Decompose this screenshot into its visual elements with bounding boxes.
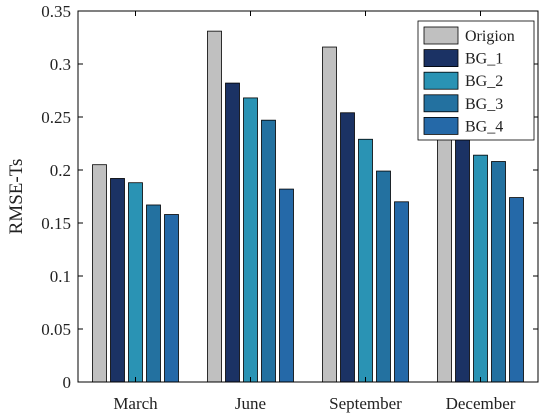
bar-bg-2-june (243, 97, 258, 383)
legend-label-bg-2: BG_2 (465, 73, 503, 90)
legend-swatch-bg-1 (423, 49, 459, 67)
bar-bg-1-june (225, 82, 240, 383)
bar-bg-1-december (455, 132, 470, 383)
legend-swatch-bg-3 (423, 94, 459, 113)
y-axis-title: RMSE-Ts (6, 159, 27, 235)
y-tick-label: 0.2 (50, 161, 71, 180)
bar-bg-2-march (128, 182, 143, 383)
bars-layer (92, 30, 524, 383)
legend-label-bg-4: BG_4 (465, 118, 503, 135)
y-tick-label: 0.15 (41, 214, 71, 233)
x-tick-label: March (113, 394, 158, 413)
bar-bg-4-december (509, 197, 524, 383)
legend-swatch-bg-2 (423, 71, 459, 90)
legend-swatch-bg-4 (423, 117, 459, 135)
y-tick-label: 0 (63, 373, 72, 392)
y-tick-label: 0.35 (41, 2, 71, 21)
bar-bg-3-march (146, 204, 161, 383)
bar-bg-1-march (110, 178, 125, 383)
y-tick-label: 0.25 (41, 108, 71, 127)
x-tick-label: December (446, 394, 516, 413)
bar-origion-june (207, 30, 222, 383)
legend-swatch-origion (423, 26, 459, 45)
bar-bg-3-december (491, 161, 506, 383)
bar-bg-3-september (376, 170, 391, 383)
y-tick-label: 0.05 (41, 320, 71, 339)
bar-bg-2-september (358, 138, 373, 383)
bar-origion-september (322, 46, 337, 383)
bar-bg-4-june (279, 188, 294, 383)
ticks-layer: 0 0.05 0.1 0.15 0.2 0.25 0.3 0.35 March June Septe… (41, 2, 538, 413)
plot-frame (77, 10, 539, 383)
bar-origion-december (437, 137, 452, 383)
legend-label-bg-3: BG_3 (465, 96, 503, 113)
y-tick-label: 0.3 (50, 55, 71, 74)
bar-origion-march (92, 164, 107, 383)
bar-bg-4-march (164, 214, 179, 383)
x-tick-label: June (235, 394, 266, 413)
y-tick-label: 0.1 (50, 267, 71, 286)
legend-label-bg-1: BG_1 (465, 51, 503, 68)
bar-bg-1-september (340, 112, 355, 383)
legend: Origion BG_1 BG_2 BG_3 BG_4 (417, 20, 535, 141)
bar-bg-4-september (394, 201, 409, 383)
bar-bg-3-june (261, 119, 276, 383)
x-tick-label: September (329, 394, 402, 413)
bar-bg-2-december (473, 154, 488, 383)
legend-label-origion: Origion (465, 28, 515, 45)
